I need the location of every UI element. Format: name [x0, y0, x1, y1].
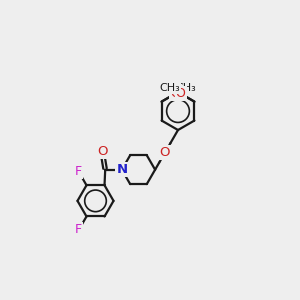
Text: O: O — [98, 145, 108, 158]
Text: O: O — [176, 87, 185, 100]
Text: O: O — [160, 146, 170, 159]
Text: O: O — [170, 87, 180, 100]
Text: F: F — [75, 224, 82, 236]
Text: N: N — [116, 163, 128, 176]
Text: CH₃: CH₃ — [160, 82, 181, 93]
Text: F: F — [75, 165, 82, 178]
Text: CH₃: CH₃ — [176, 82, 196, 93]
